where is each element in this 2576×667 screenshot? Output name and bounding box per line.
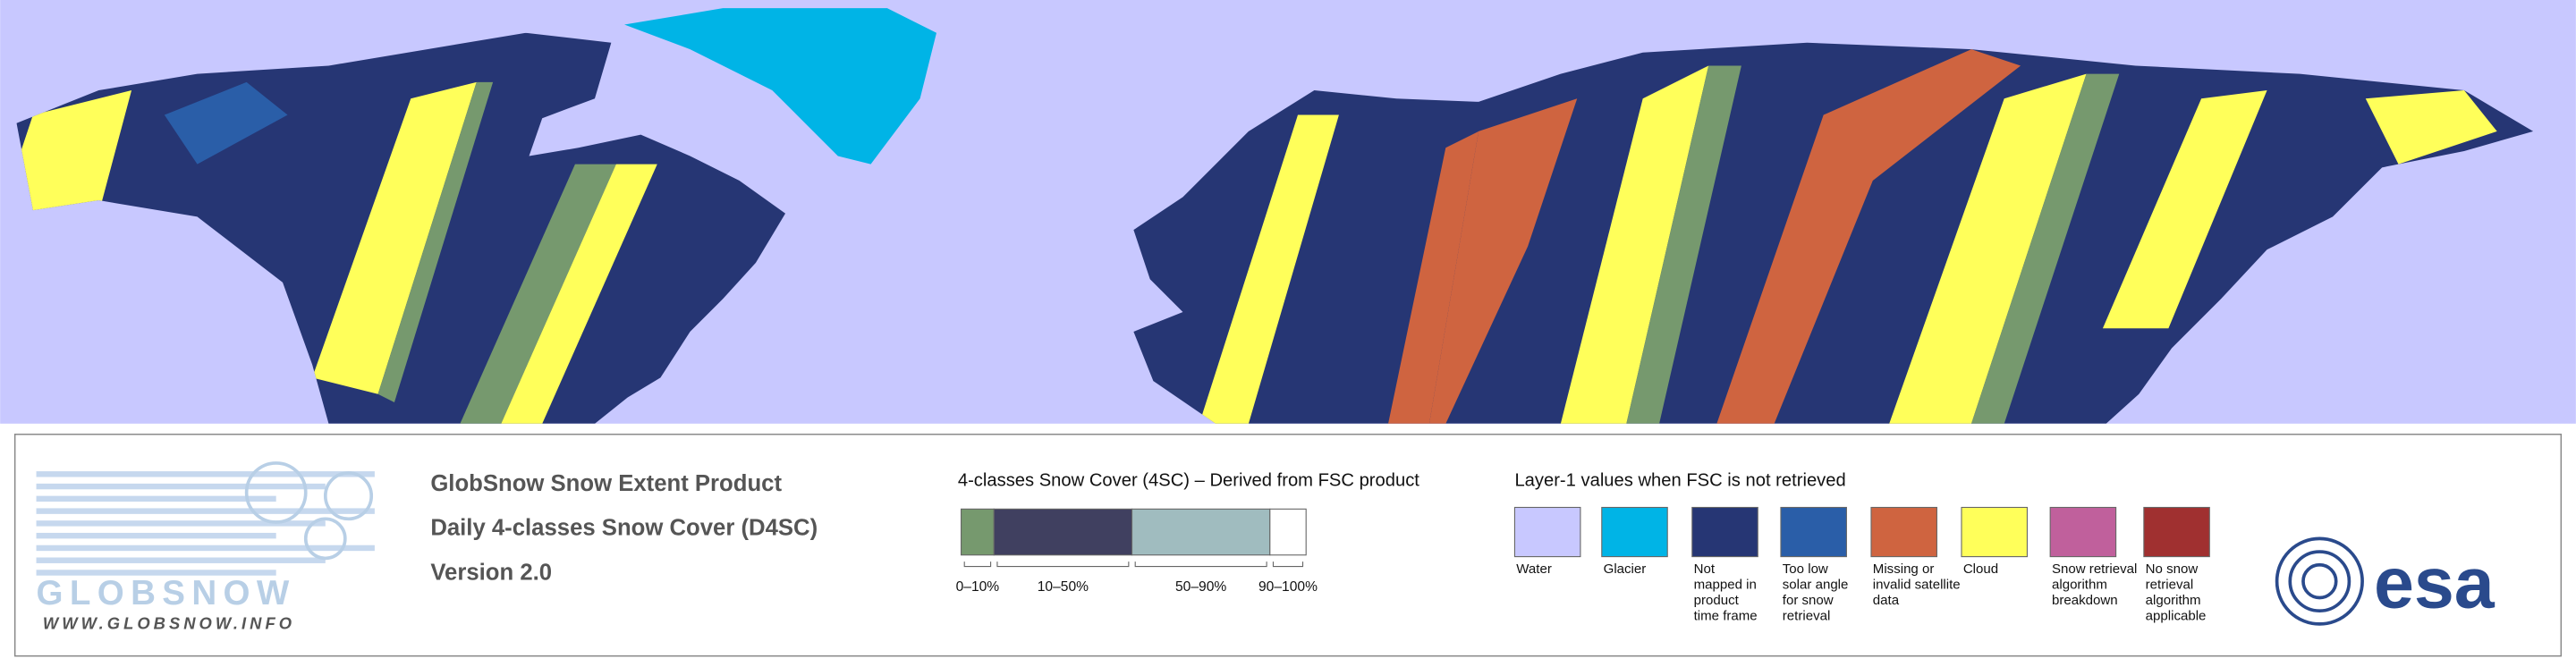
product-line: Daily 4-classes Snow Cover (D4SC) bbox=[430, 516, 818, 541]
snow-cover-legend-title: 4-classes Snow Cover (4SC) – Derived fro… bbox=[958, 471, 1419, 491]
snow-class-label: 10–50% bbox=[1038, 579, 1089, 595]
swath bbox=[460, 164, 616, 424]
snow-class-swatch bbox=[993, 508, 1133, 556]
layer1-label: Cloud bbox=[1963, 561, 1998, 577]
layer1-label: algorithm bbox=[2146, 593, 2201, 608]
layer1-label: applicable bbox=[2146, 608, 2207, 623]
swath bbox=[1889, 73, 2087, 424]
layer1-label: retrieval bbox=[2146, 577, 2194, 592]
swath bbox=[2365, 90, 2497, 165]
swath bbox=[164, 81, 288, 165]
bracket bbox=[1134, 561, 1267, 568]
logo-stripe bbox=[36, 545, 375, 552]
swath bbox=[501, 164, 657, 424]
snow-class-swatch bbox=[1269, 508, 1307, 556]
logo-stripe bbox=[36, 570, 276, 576]
layer1-label: invalid satellite bbox=[1873, 577, 1961, 592]
layer1-legend-title: Layer-1 values when FSC is not retrieved bbox=[1514, 471, 1845, 491]
product-line: Version 2.0 bbox=[430, 560, 552, 585]
greenland bbox=[624, 8, 936, 165]
snow-class-swatch bbox=[1131, 508, 1271, 556]
snow-class-label: 90–100% bbox=[1258, 579, 1318, 595]
logo-stripe bbox=[36, 471, 375, 477]
layer1-swatch bbox=[1513, 506, 1581, 558]
layer1-label: breakdown bbox=[2052, 593, 2118, 608]
logo-stripe bbox=[36, 483, 326, 490]
swath bbox=[1388, 131, 1479, 424]
layer1-label: time frame bbox=[1694, 608, 1758, 623]
swath bbox=[377, 81, 494, 402]
logo-name: GLOBSNOW bbox=[37, 574, 296, 612]
layer1-swatch bbox=[1691, 506, 1758, 558]
layer1-swatch bbox=[2143, 506, 2210, 558]
logo-stripe bbox=[36, 557, 326, 563]
bracket bbox=[963, 561, 992, 568]
logo-stripe bbox=[36, 495, 276, 502]
swath bbox=[312, 81, 477, 394]
swath bbox=[1428, 98, 1578, 424]
snow-class-label: 0–10% bbox=[956, 579, 1000, 595]
swath bbox=[1716, 49, 2021, 424]
layer1-swatch bbox=[2049, 506, 2117, 558]
layer1-label: No snow bbox=[2146, 561, 2199, 577]
layer1-swatch bbox=[1780, 506, 1847, 558]
logo-stripe bbox=[36, 520, 326, 527]
snowflakes bbox=[244, 461, 374, 561]
layer1-label: Missing or bbox=[1873, 561, 1935, 577]
esa-emblem bbox=[2275, 536, 2364, 626]
layer1-label: Not bbox=[1694, 561, 1716, 577]
swath bbox=[1199, 114, 1339, 424]
layer1-label: Snow retrieval bbox=[2052, 561, 2137, 577]
layer1-label: Too low bbox=[1783, 561, 1828, 577]
snow-cover-legend: 0–10% 10–50% 50–90% 90–100% bbox=[956, 508, 1318, 595]
layer1-label: solar angle bbox=[1783, 577, 1849, 592]
logo-stripe bbox=[36, 508, 375, 514]
layer1-label: Glacier bbox=[1604, 561, 1647, 577]
layer1-label: mapped in bbox=[1694, 577, 1757, 592]
logo-stripe bbox=[36, 532, 276, 539]
layer1-label: algorithm bbox=[2052, 577, 2107, 592]
swath bbox=[1626, 65, 1741, 424]
swath bbox=[16, 90, 132, 214]
layer1-label: Water bbox=[1516, 561, 1552, 577]
bracket bbox=[1272, 561, 1304, 568]
snow-class-swatch bbox=[960, 508, 995, 556]
logo-url: WWW.GLOBSNOW.INFO bbox=[43, 613, 295, 632]
swath bbox=[1560, 65, 1709, 424]
product-info: GlobSnow Snow Extent Product Daily 4-clas… bbox=[430, 471, 818, 585]
layer1-label: data bbox=[1873, 593, 1900, 608]
bracket bbox=[996, 561, 1130, 568]
swath bbox=[2102, 90, 2267, 329]
swath bbox=[1970, 73, 2120, 424]
layer1-label: for snow bbox=[1783, 593, 1834, 608]
product-line: GlobSnow Snow Extent Product bbox=[430, 471, 782, 496]
snow-class-label: 50–90% bbox=[1175, 579, 1226, 595]
layer1-label: retrieval bbox=[1783, 608, 1831, 623]
layer1-label: product bbox=[1694, 593, 1740, 608]
layer1-swatch bbox=[1961, 506, 2028, 558]
layer1-swatch bbox=[1870, 506, 1937, 558]
logo-graphic bbox=[36, 471, 375, 576]
esa-logo: esa bbox=[2374, 544, 2496, 624]
layer1-swatch bbox=[1601, 506, 1668, 558]
